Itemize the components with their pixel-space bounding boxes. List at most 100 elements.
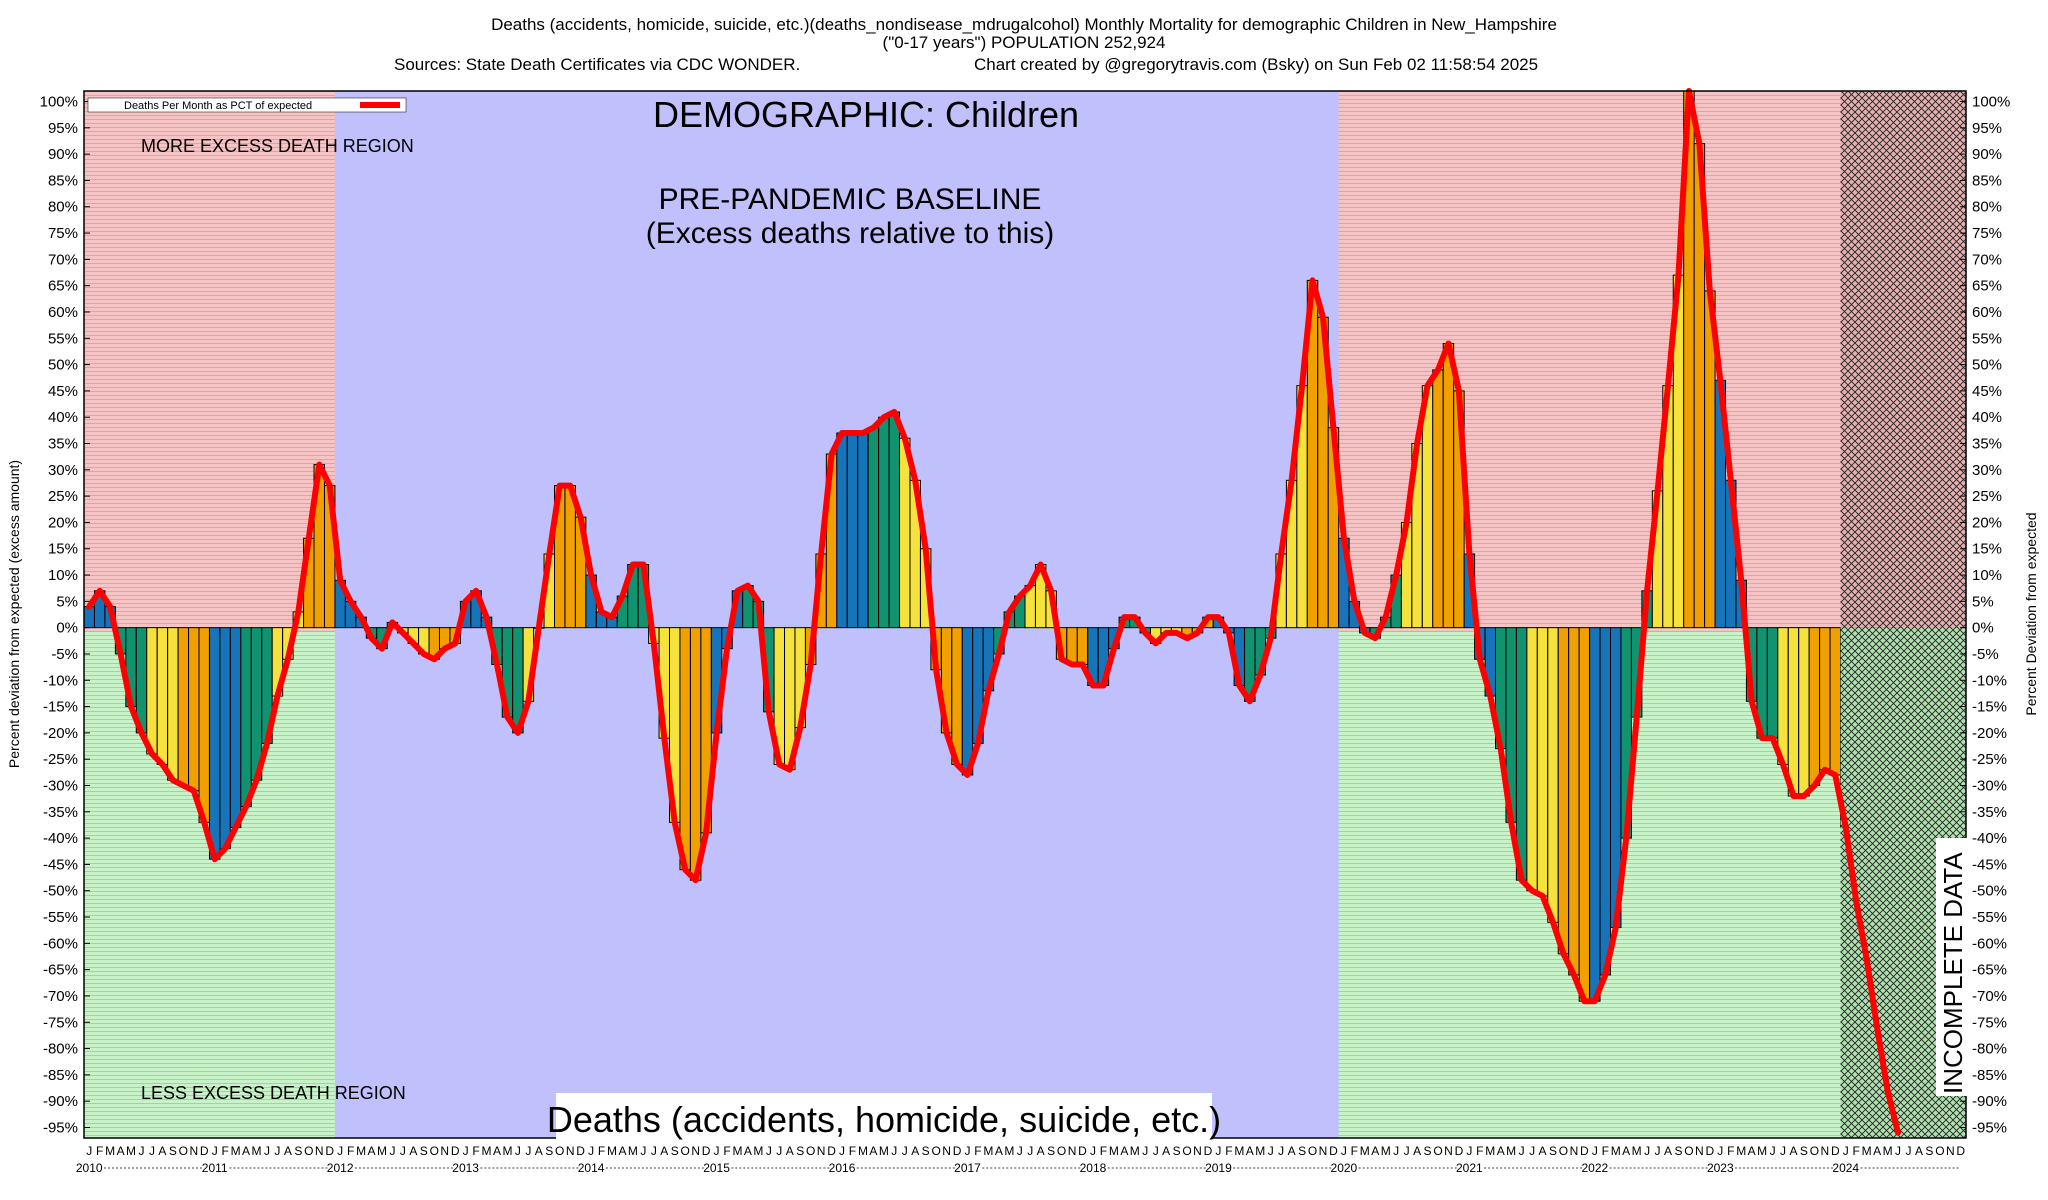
x-tick-month: F xyxy=(347,1144,354,1158)
x-tick-month: O xyxy=(1433,1144,1442,1158)
y-tick-label-right: -40% xyxy=(1972,830,2007,847)
x-tick-month: M xyxy=(231,1144,241,1158)
bar-162 xyxy=(1777,627,1789,765)
x-tick-month: D xyxy=(1078,1144,1087,1158)
x-tick-month: O xyxy=(1559,1144,1568,1158)
x-tick-month: M xyxy=(1632,1144,1642,1158)
x-tick-month: J xyxy=(964,1144,970,1158)
y-tick-label-left: -75% xyxy=(43,1014,78,1031)
x-tick-year: 2013 xyxy=(452,1161,479,1175)
x-tick-month: J xyxy=(1215,1144,1221,1158)
x-tick-month: A xyxy=(1413,1144,1421,1158)
x-tick-year: 2018 xyxy=(1080,1161,1107,1175)
x-tick-month: M xyxy=(126,1144,136,1158)
y-tick-label-right: 35% xyxy=(1972,436,2002,453)
y-tick-label-left: 80% xyxy=(48,199,78,216)
x-tick-month: A xyxy=(284,1144,292,1158)
y-tick-label-right: -45% xyxy=(1972,856,2007,873)
y-tick-label-left: 90% xyxy=(48,146,78,163)
chart-title: DEMOGRAPHIC: Children xyxy=(653,94,1079,135)
x-tick-month: N xyxy=(1319,1144,1328,1158)
y-tick-label-left: 0% xyxy=(56,620,78,637)
bar-46 xyxy=(564,485,576,629)
y-tick-label-left: 50% xyxy=(48,357,78,374)
x-tick-month: J xyxy=(1341,1144,1347,1158)
y-tick-label-right: -60% xyxy=(1972,935,2007,952)
bar-8 xyxy=(167,627,179,781)
x-tick-month: N xyxy=(1695,1144,1704,1158)
x-tick-month: A xyxy=(1288,1144,1296,1158)
y-tick-label-right: 90% xyxy=(1972,146,2002,163)
x-tick-month: F xyxy=(472,1144,479,1158)
x-tick-month: N xyxy=(189,1144,198,1158)
x-tick-month: A xyxy=(1622,1144,1630,1158)
x-tick-month: J xyxy=(902,1144,908,1158)
x-tick-month: F xyxy=(1476,1144,1483,1158)
y-tick-label-left: -70% xyxy=(43,988,78,1005)
y-tick-label-left: -35% xyxy=(43,804,78,821)
bar-129 xyxy=(1432,369,1444,629)
x-tick-month: F xyxy=(723,1144,730,1158)
bar-9 xyxy=(177,627,190,786)
x-tick-month: M xyxy=(1485,1144,1495,1158)
y-tick-label-right: -15% xyxy=(1972,699,2007,716)
bar-58 xyxy=(689,627,702,881)
x-tick-month: D xyxy=(953,1144,962,1158)
bar-77 xyxy=(888,411,901,629)
x-tick-month: M xyxy=(482,1144,492,1158)
x-tick-year: 2011 xyxy=(202,1161,228,1175)
x-tick-month: J xyxy=(1404,1144,1410,1158)
y-tick-label-left: 45% xyxy=(48,383,78,400)
x-tick-month: O xyxy=(555,1144,564,1158)
y-tick-label-left: -10% xyxy=(43,672,78,689)
x-tick-month: D xyxy=(1204,1144,1213,1158)
x-tick-month: M xyxy=(1862,1144,1872,1158)
x-tick-month: J xyxy=(776,1144,782,1158)
x-tick-month: S xyxy=(1173,1144,1181,1158)
x-tick-month: A xyxy=(744,1144,752,1158)
x-tick-month: N xyxy=(1068,1144,1077,1158)
x-tick-month: D xyxy=(702,1144,711,1158)
x-tick-month: S xyxy=(1674,1144,1682,1158)
x-tick-month: J xyxy=(1529,1144,1535,1158)
x-tick-month: J xyxy=(1644,1144,1650,1158)
x-tick-month: D xyxy=(1580,1144,1589,1158)
x-tick-month: S xyxy=(294,1144,302,1158)
x-tick-month: O xyxy=(1935,1144,1944,1158)
x-tick-month: O xyxy=(430,1144,439,1158)
x-tick-month: A xyxy=(618,1144,626,1158)
x-tick-month: M xyxy=(1736,1144,1746,1158)
x-tick-month: A xyxy=(242,1144,250,1158)
x-tick-month: N xyxy=(1570,1144,1579,1158)
bar-164 xyxy=(1798,627,1810,797)
x-tick-month: F xyxy=(1225,1144,1232,1158)
x-tick-month: N xyxy=(1444,1144,1453,1158)
x-tick-month: A xyxy=(1162,1144,1170,1158)
x-tick-month: J xyxy=(1519,1144,1525,1158)
x-tick-month: F xyxy=(598,1144,605,1158)
y-tick-label-left: 95% xyxy=(48,120,78,137)
x-tick-month: M xyxy=(377,1144,387,1158)
x-tick-year: 2019 xyxy=(1205,1161,1232,1175)
y-tick-label-right: -35% xyxy=(1972,804,2007,821)
x-tick-month: F xyxy=(849,1144,856,1158)
x-tick-month: N xyxy=(1193,1144,1202,1158)
x-tick-month: J xyxy=(264,1144,270,1158)
y-tick-label-right: -10% xyxy=(1972,672,2007,689)
x-tick-month: M xyxy=(858,1144,868,1158)
x-tick-month: M xyxy=(753,1144,763,1158)
y-tick-label-left: 15% xyxy=(48,541,78,558)
header-line3-right: Chart created by @gregorytravis.com (Bsk… xyxy=(974,55,1538,74)
y-tick-label-left: -90% xyxy=(43,1093,78,1110)
y-tick-label-left: 35% xyxy=(48,436,78,453)
y-tick-label-right: 25% xyxy=(1972,488,2002,505)
x-tick-month: M xyxy=(356,1144,366,1158)
incomplete-label-box xyxy=(1936,838,1967,1096)
x-tick-month: J xyxy=(1655,1144,1661,1158)
bar-6 xyxy=(146,627,158,755)
x-tick-month: D xyxy=(1455,1144,1464,1158)
bar-73 xyxy=(846,432,859,629)
y-tick-label-right: -80% xyxy=(1972,1041,2007,1058)
bar-0 xyxy=(83,606,95,629)
x-tick-month: J xyxy=(839,1144,845,1158)
